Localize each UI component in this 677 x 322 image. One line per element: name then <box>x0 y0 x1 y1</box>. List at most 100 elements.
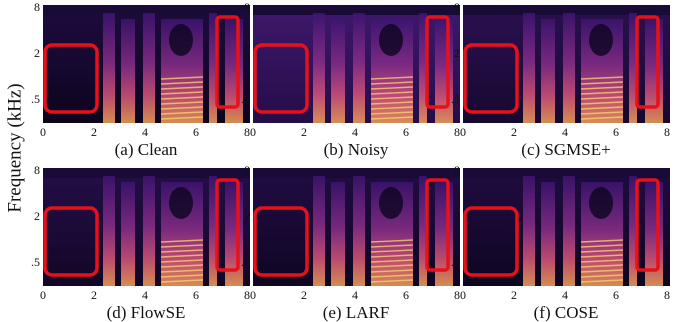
x-tick-label: 6 <box>193 288 199 302</box>
harmonic <box>370 244 414 248</box>
y-tick-label: 2 <box>34 46 40 60</box>
harmonic <box>580 279 624 283</box>
x-tick-label: 4 <box>562 125 568 139</box>
harmonic <box>370 111 414 115</box>
x-tick-label: 0 <box>460 288 466 302</box>
harmonic <box>370 274 414 278</box>
harmonic <box>370 86 414 90</box>
y-tick-label: 2 <box>454 209 460 223</box>
panel-caption: (e) LARF <box>323 303 390 322</box>
harmonic <box>580 86 624 90</box>
highlight-box <box>43 206 99 277</box>
harmonic <box>580 254 624 258</box>
panel-caption: (b) Noisy <box>324 140 389 159</box>
x-tick-label: 2 <box>91 288 97 302</box>
speech-segment <box>523 176 535 286</box>
highlight-box <box>635 15 660 109</box>
x-tick-label: 4 <box>142 125 148 139</box>
x-tick-label: 8 <box>244 125 250 139</box>
harmonic <box>160 259 204 263</box>
formant-blob <box>379 187 403 219</box>
harmonic <box>580 101 624 105</box>
harmonic <box>160 279 204 283</box>
highlight-box <box>463 43 519 114</box>
speech-segment <box>419 176 427 286</box>
x-tick-label: 2 <box>301 125 307 139</box>
spectrogram-panel <box>43 168 250 286</box>
speech-segment <box>353 176 365 286</box>
harmonic <box>580 91 624 95</box>
y-tick-label: 8 <box>34 163 40 177</box>
spectrogram-panel <box>463 168 670 286</box>
y-tick-label: 2 <box>454 46 460 60</box>
highlight-box <box>253 43 309 114</box>
y-tick-label: 2 <box>244 209 250 223</box>
speech-segment <box>541 19 555 123</box>
x-tick-label: 4 <box>352 288 358 302</box>
harmonic <box>160 81 204 85</box>
harmonic <box>370 264 414 268</box>
harmonic <box>370 269 414 273</box>
x-tick-label: 0 <box>40 125 46 139</box>
x-tick-label: 8 <box>664 125 670 139</box>
x-tick-label: 4 <box>142 288 148 302</box>
harmonic <box>370 116 414 120</box>
harmonic <box>160 106 204 110</box>
speech-segment <box>563 176 575 286</box>
harmonic <box>580 106 624 110</box>
harmonic <box>580 81 624 85</box>
y-tick-label: 2 <box>34 209 40 223</box>
y-tick-label: 2 <box>244 46 250 60</box>
x-tick-label: 6 <box>613 125 619 139</box>
formant-blob <box>589 187 613 219</box>
harmonic <box>370 106 414 110</box>
speech-segment <box>353 13 365 123</box>
harmonic <box>160 269 204 273</box>
harmonic <box>160 116 204 120</box>
y-tick-label: .5 <box>31 255 40 269</box>
formant-blob <box>589 24 613 56</box>
spectrogram-panel <box>253 168 460 286</box>
harmonic <box>580 259 624 263</box>
highlight-box <box>253 206 309 277</box>
speech-segment <box>313 13 325 123</box>
speech-segment <box>209 176 217 286</box>
y-tick-label: .5 <box>451 92 460 106</box>
harmonic <box>160 244 204 248</box>
speech-segment <box>331 19 345 123</box>
highlight-box <box>425 178 450 272</box>
harmonic <box>160 96 204 100</box>
harmonic <box>580 249 624 253</box>
speech-segment <box>121 19 135 123</box>
highlight-box <box>43 43 99 114</box>
speech-segment <box>143 176 155 286</box>
harmonic <box>580 111 624 115</box>
y-tick-label: 8 <box>454 0 460 14</box>
y-tick-label: .5 <box>31 92 40 106</box>
x-tick-label: 4 <box>352 125 358 139</box>
x-tick-label: 8 <box>244 288 250 302</box>
harmonic <box>580 76 624 80</box>
formant-blob <box>169 187 193 219</box>
speech-segment <box>209 13 217 123</box>
speech-segment <box>121 182 135 286</box>
speech-segment <box>143 13 155 123</box>
x-tick-label: 2 <box>511 125 517 139</box>
speech-segment <box>313 176 325 286</box>
harmonic <box>370 76 414 80</box>
speech-segment <box>563 13 575 123</box>
y-tick-label: 8 <box>244 163 250 177</box>
harmonic <box>580 269 624 273</box>
y-tick-label: 8 <box>454 163 460 177</box>
harmonic <box>370 279 414 283</box>
harmonic <box>580 264 624 268</box>
speech-segment <box>541 182 555 286</box>
harmonic <box>580 116 624 120</box>
x-tick-label: 0 <box>40 288 46 302</box>
y-tick-label: .5 <box>241 255 250 269</box>
highlight-box <box>215 178 240 272</box>
harmonic <box>370 259 414 263</box>
x-tick-label: 8 <box>454 125 460 139</box>
spectrogram-panel <box>463 5 670 123</box>
